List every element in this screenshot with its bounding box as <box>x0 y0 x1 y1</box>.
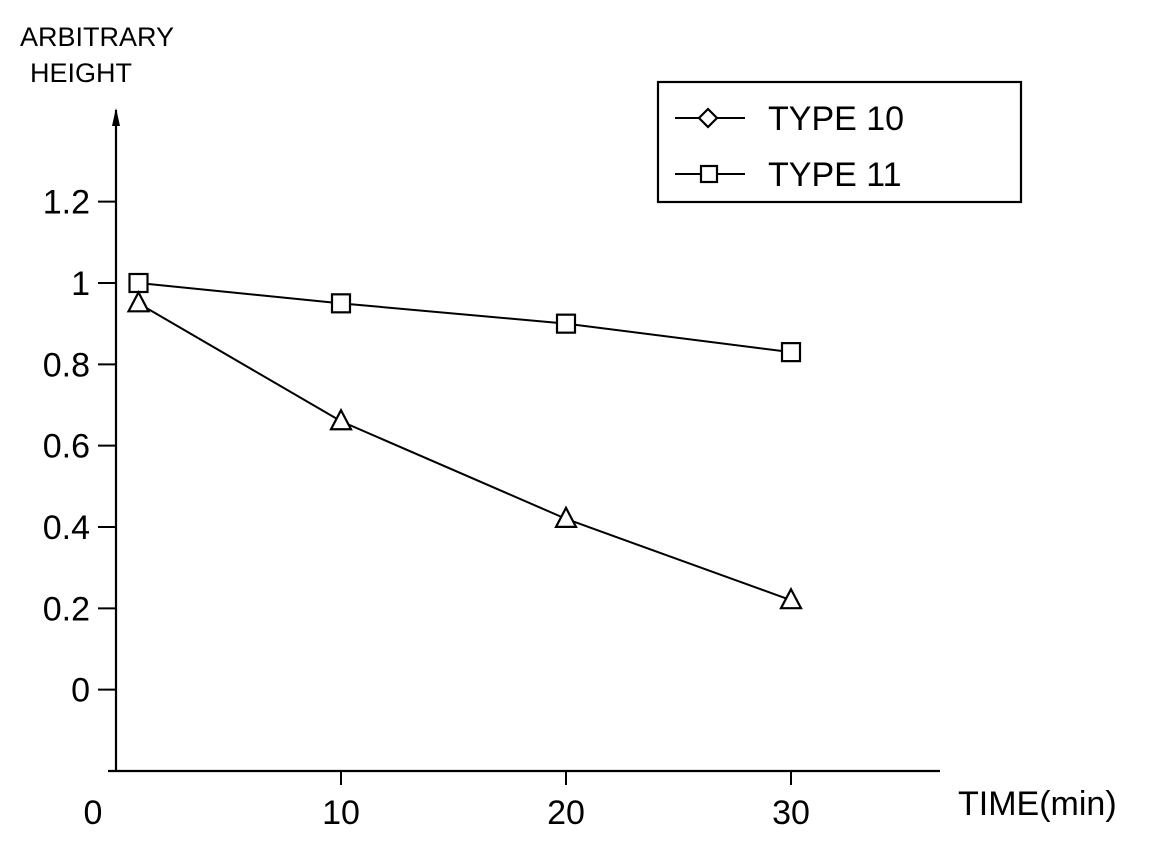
series-layer <box>129 274 802 608</box>
legend: TYPE 10 TYPE 11 <box>658 82 1021 202</box>
y-tick-label-5: 1 <box>71 265 90 303</box>
series-0-point-1 <box>332 294 350 312</box>
legend-label-type-10: TYPE 10 <box>768 100 904 138</box>
x-tick-label-2: 20 <box>547 794 585 832</box>
y-tick-label-2: 0.4 <box>43 509 90 547</box>
y-tick-label-0: 0 <box>71 672 90 710</box>
y-tick-label-1: 0.2 <box>43 590 90 628</box>
y-tick-label-3: 0.6 <box>43 428 90 466</box>
series-1-point-2 <box>556 508 576 527</box>
y-ticks: 0 0.2 0.4 0.6 0.8 1 1.2 <box>43 184 116 710</box>
x-axis-label: TIME(min) <box>958 785 1117 823</box>
y-tick-label-4: 0.8 <box>43 346 90 384</box>
series-1-point-0 <box>129 292 149 311</box>
legend-label-type-11: TYPE 11 <box>768 156 902 194</box>
x-ticks: 0 10 20 30 <box>84 771 810 832</box>
series-1-line <box>139 303 792 600</box>
series-0-line <box>139 283 792 352</box>
y-axis-arrow <box>112 108 120 126</box>
series-1-point-1 <box>331 410 351 429</box>
x-tick-label-3: 30 <box>772 794 810 832</box>
y-axis-label-line-1: ARBITRARY <box>20 22 174 52</box>
series-0-point-3 <box>782 343 800 361</box>
y-axis-label-line-2: HEIGHT <box>30 58 132 88</box>
y-tick-label-6: 1.2 <box>43 184 90 222</box>
x-tick-label-1: 10 <box>322 794 360 832</box>
series-0-point-2 <box>557 315 575 333</box>
legend-marker-square <box>701 166 717 182</box>
series-0-point-0 <box>130 274 148 292</box>
x-tick-label-0: 0 <box>84 794 103 832</box>
